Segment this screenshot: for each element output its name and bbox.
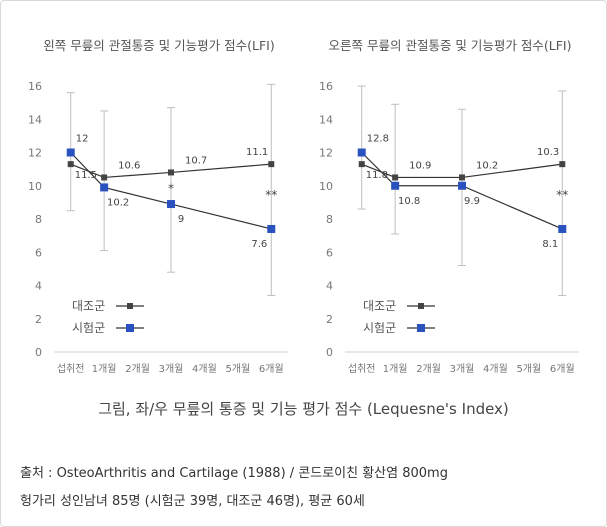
right-ytick-label: 2	[326, 313, 333, 326]
right-ytick-label: 4	[326, 280, 333, 293]
left-ytick-label: 0	[35, 346, 42, 359]
right-series-marker-1	[391, 181, 400, 190]
left-data-label-control: 11.5	[75, 170, 97, 181]
left-ytick-label: 6	[35, 246, 42, 259]
right-legend-label: 대조군	[363, 299, 396, 313]
left-ytick-label: 2	[35, 313, 42, 326]
left-significance-mark: *	[168, 181, 174, 195]
left-ytick-label: 4	[35, 280, 42, 293]
right-ytick-label: 6	[326, 246, 333, 259]
left-data-label-control: 10.6	[118, 160, 140, 171]
right-ytick-label: 14	[319, 113, 333, 126]
right-data-label-control: 11.8	[366, 170, 388, 181]
right-title: 오른쪽 무릎의 관절통증 및 기능평가 점수(LFI)	[329, 38, 572, 53]
left-series-marker-1	[267, 224, 276, 233]
right-legend-marker	[417, 324, 425, 332]
left-xtick-label: 4개월	[192, 363, 217, 375]
left-series-marker-0	[101, 174, 108, 181]
left-data-label-test: 7.6	[251, 239, 267, 250]
right-series-line-0	[361, 163, 563, 179]
right-series-marker-1	[558, 224, 567, 233]
right-data-label-control: 10.9	[409, 160, 431, 171]
left-xtick-label: 5개월	[225, 363, 250, 375]
right-data-label-test: 8.1	[542, 239, 558, 250]
left-data-label-test: 10.2	[107, 197, 129, 208]
right-ytick-label: 16	[319, 80, 333, 93]
right-data-label-test: 12.8	[367, 134, 389, 145]
chart-right-knee: 오른쪽 무릎의 관절통증 및 기능평가 점수(LFI) 0 2 4 6 8 10 12 14 16…	[319, 38, 579, 375]
left-ytick-label: 10	[28, 180, 42, 193]
left-ytick-label: 12	[28, 147, 42, 160]
right-ytick-label: 0	[326, 346, 333, 359]
right-ytick-label: 12	[319, 147, 333, 160]
right-xtick-label: 2개월	[416, 363, 441, 375]
right-xtick-label: 1개월	[383, 363, 408, 375]
left-xtick-label: 6개월	[259, 363, 284, 375]
right-xtick-label: 5개월	[516, 363, 541, 375]
source-line-2: 헝가리 성인남녀 85명 (시험군 39명, 대조군 46명), 평균 60세	[20, 494, 365, 509]
right-series-marker-1	[357, 148, 366, 157]
left-data-label-control: 11.1	[246, 147, 268, 158]
right-data-label-test: 10.8	[398, 196, 420, 207]
left-ytick-label: 14	[28, 113, 42, 126]
left-xtick-label: 섭취전	[57, 363, 85, 375]
left-legend-marker	[126, 324, 134, 332]
left-legend-marker	[127, 303, 133, 309]
right-legend-marker	[418, 303, 424, 309]
left-series-marker-0	[67, 161, 74, 168]
right-series-marker-1	[458, 181, 466, 190]
right-xtick-label: 3개월	[450, 363, 475, 375]
left-legend-label: 대조군	[72, 299, 105, 313]
right-series-marker-0	[459, 174, 465, 181]
left-ytick-label: 8	[35, 213, 42, 226]
figure-caption: 그림, 좌/우 무릎의 통증 및 기능 평가 점수 (Lequesne's In…	[98, 400, 509, 418]
chart-left-knee: 왼쪽 무릎의 관절통증 및 기능평가 점수(LFI) 0 2 4 6 8 10 12 14 16 섭…	[28, 38, 288, 375]
left-title: 왼쪽 무릎의 관절통증 및 기능평가 점수(LFI)	[43, 38, 274, 53]
source-line-1: 출처 : OsteoArthritis and Cartilage (1988)…	[20, 466, 448, 481]
left-xtick-label: 1개월	[92, 363, 117, 375]
left-series-marker-1	[66, 148, 75, 157]
right-ytick-label: 8	[326, 213, 333, 226]
right-xtick-label: 섭취전	[348, 363, 376, 375]
left-series-line-1	[70, 152, 272, 230]
right-series-line-1	[361, 152, 563, 230]
left-legend-label: 시험군	[72, 321, 105, 335]
left-significance-mark: **	[265, 188, 277, 202]
left-data-label-test: 9	[178, 214, 184, 225]
left-series-marker-0	[168, 169, 174, 176]
right-xtick-label: 4개월	[483, 363, 508, 375]
right-series-marker-0	[559, 161, 566, 168]
right-xtick-label: 6개월	[550, 363, 575, 375]
left-data-label-control: 10.7	[185, 155, 207, 166]
left-series-marker-1	[100, 183, 109, 192]
right-legend-label: 시험군	[363, 321, 396, 335]
left-xtick-label: 3개월	[159, 363, 184, 375]
left-xtick-label: 2개월	[125, 363, 150, 375]
right-series-marker-0	[392, 174, 399, 181]
right-data-label-test: 9.9	[464, 196, 480, 207]
left-series-marker-1	[167, 200, 175, 209]
right-ytick-label: 10	[319, 180, 333, 193]
left-data-label-test: 12	[76, 134, 89, 145]
right-data-label-control: 10.3	[537, 147, 559, 158]
left-series-marker-0	[268, 161, 275, 168]
right-significance-mark: **	[556, 188, 568, 202]
right-data-label-control: 10.2	[476, 160, 498, 171]
right-series-marker-0	[358, 161, 365, 168]
left-ytick-label: 16	[28, 80, 42, 93]
